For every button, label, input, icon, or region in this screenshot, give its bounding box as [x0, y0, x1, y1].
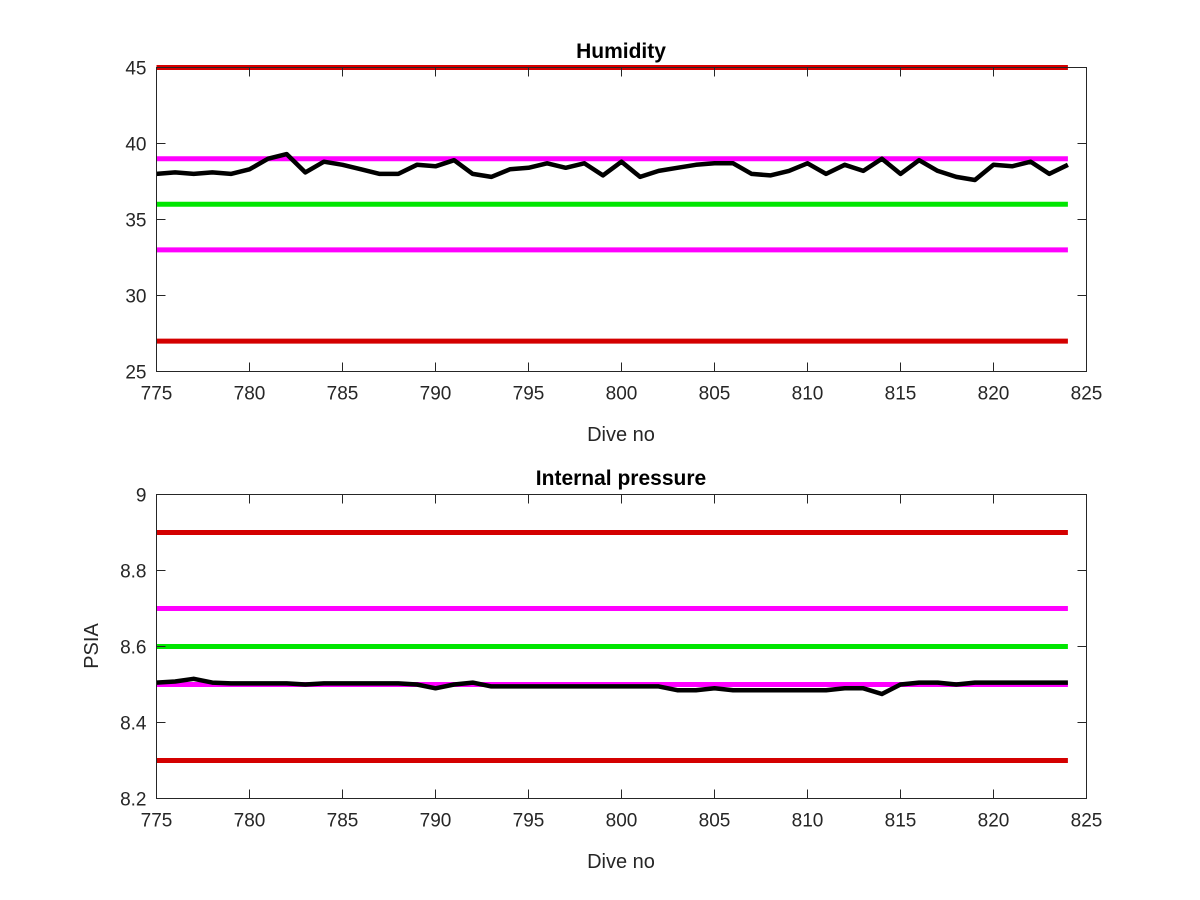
internal-pressure-subplot: Internal pressure 775 780 785 790 795 800 805 8…: [81, 467, 1102, 873]
humidity-xtick-label: 785: [327, 384, 359, 405]
humidity-xtick-label: 775: [141, 384, 173, 405]
humidity-xtick-label: 815: [885, 384, 917, 405]
humidity-xtick-label: 810: [792, 384, 824, 405]
pressure-ytick-label: 8.6: [120, 638, 146, 659]
humidity-subplot: Humidity 775 780 785 790 795 800 805 810 815 820 8…: [125, 40, 1102, 446]
humidity-xtick-label: 825: [1071, 384, 1103, 405]
humidity-ytick-label: 25: [125, 363, 146, 384]
humidity-xtick-label: 820: [978, 384, 1010, 405]
pressure-xtick-label: 825: [1071, 811, 1103, 832]
pressure-ticks: 775 780 785 790 795 800 805 810 815 820 825 8.2 8.4 8…: [120, 486, 1102, 832]
humidity-xtick-label: 795: [513, 384, 545, 405]
pressure-xtick-label: 820: [978, 811, 1010, 832]
pressure-xtick-label: 775: [141, 811, 173, 832]
humidity-ytick-label: 35: [125, 211, 146, 232]
humidity-xtick-label: 790: [420, 384, 452, 405]
pressure-xlabel: Dive no: [587, 851, 655, 873]
humidity-ytick-label: 30: [125, 287, 146, 308]
pressure-xtick-label: 815: [885, 811, 917, 832]
pressure-ytick-label: 8.8: [120, 562, 146, 583]
pressure-xtick-label: 790: [420, 811, 452, 832]
pressure-xtick-label: 805: [699, 811, 731, 832]
pressure-xtick-label: 800: [606, 811, 638, 832]
pressure-xtick-label: 810: [792, 811, 824, 832]
humidity-xtick-label: 780: [234, 384, 266, 405]
pressure-data-series-0: [156, 676, 1068, 697]
pressure-xtick-label: 780: [234, 811, 266, 832]
pressure-ylabel: PSIA: [81, 623, 103, 669]
pressure-title: Internal pressure: [536, 467, 706, 490]
pressure-xtick-label: 785: [327, 811, 359, 832]
humidity-xtick-label: 800: [606, 384, 638, 405]
humidity-ytick-label: 40: [125, 135, 146, 156]
humidity-title: Humidity: [576, 40, 666, 63]
humidity-xtick-label: 805: [699, 384, 731, 405]
humidity-ytick-label: 45: [125, 59, 146, 80]
pressure-xtick-label: 795: [513, 811, 545, 832]
pressure-ytick-label: 9: [136, 486, 147, 507]
humidity-ticks: 775 780 785 790 795 800 805 810 815 820 825 25 30 35 4…: [125, 59, 1102, 405]
humidity-xlabel: Dive no: [587, 424, 655, 446]
pressure-plot-area: [156, 530, 1068, 763]
pressure-ytick-label: 8.4: [120, 714, 147, 735]
humidity-data-series-0: [156, 151, 1069, 183]
pressure-ytick-label: 8.2: [120, 790, 146, 811]
